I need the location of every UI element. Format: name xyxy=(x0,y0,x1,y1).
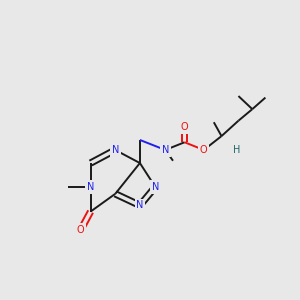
Text: N: N xyxy=(152,182,159,192)
Text: N: N xyxy=(112,145,119,155)
Text: O: O xyxy=(200,145,208,155)
Text: N: N xyxy=(162,145,169,155)
Text: H: H xyxy=(233,145,241,155)
Text: O: O xyxy=(181,122,188,132)
Text: O: O xyxy=(77,225,84,235)
Text: N: N xyxy=(136,200,144,210)
Text: N: N xyxy=(87,182,94,192)
